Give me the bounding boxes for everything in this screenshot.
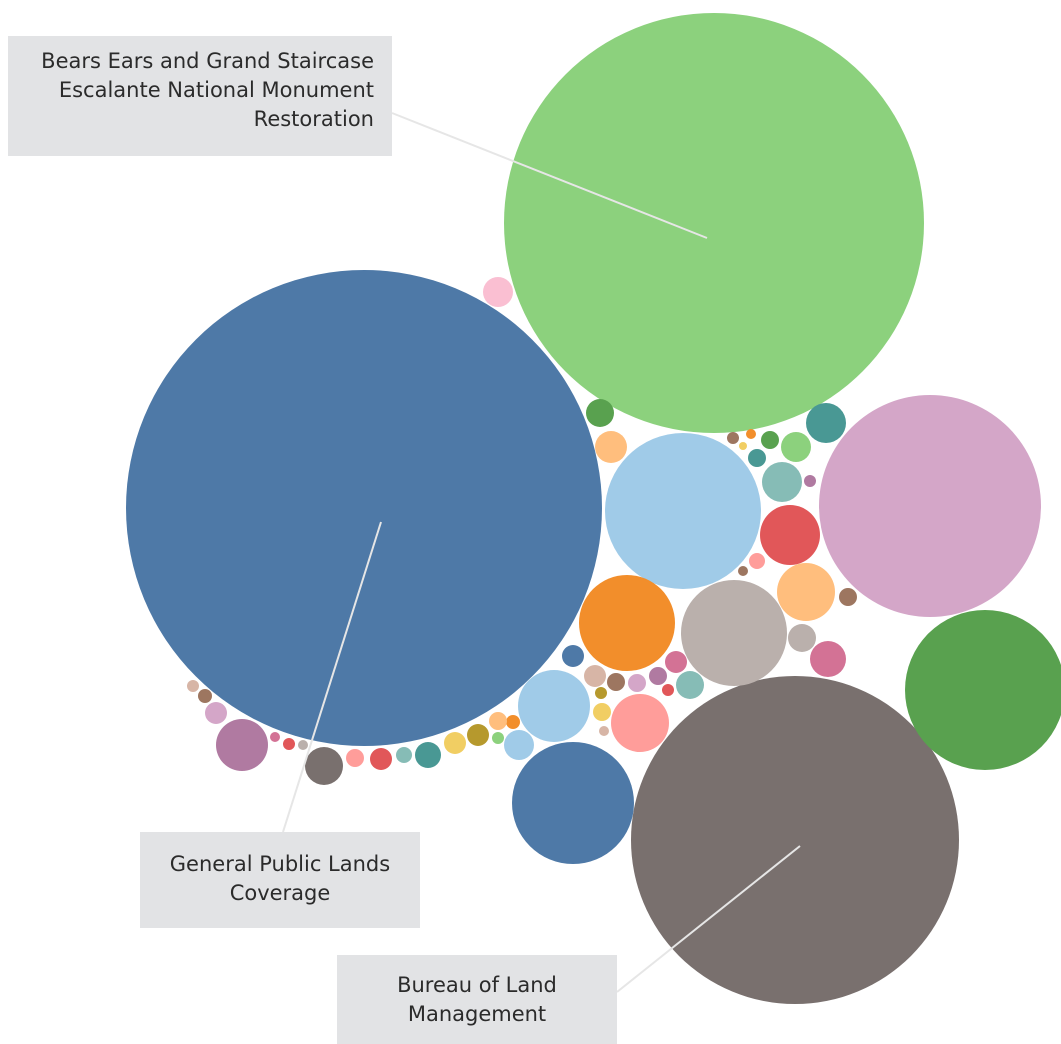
bubble (749, 553, 765, 569)
bubble (584, 665, 606, 687)
bubble (298, 740, 308, 750)
bubble (804, 475, 816, 487)
bubble (444, 732, 466, 754)
bubble (415, 742, 441, 768)
bubble (518, 670, 590, 742)
bubble (611, 694, 669, 752)
bubble (579, 575, 675, 671)
bubble (595, 687, 607, 699)
bubble (819, 395, 1041, 617)
annotation-line: Restoration (253, 107, 374, 131)
bubble (216, 719, 268, 771)
annotation-bears-ears: Bears Ears and Grand Staircase Escalante… (8, 36, 392, 156)
bubble (283, 738, 295, 750)
bubble (512, 742, 634, 864)
bubble (483, 277, 513, 307)
bubble (370, 748, 392, 770)
bubble (126, 270, 602, 746)
bubble (631, 676, 959, 1004)
bubble (628, 674, 646, 692)
annotation-line: General Public Lands (169, 852, 391, 876)
bubble (305, 747, 343, 785)
bubble (760, 505, 820, 565)
bubble (905, 610, 1061, 770)
bubble (492, 732, 504, 744)
bubble (806, 403, 846, 443)
bubble (777, 563, 835, 621)
leader-lines (282, 112, 801, 993)
annotation-general-public-lands: General Public Lands Coverage (140, 832, 420, 928)
bubble (738, 566, 748, 576)
bubble (762, 462, 802, 502)
bubbles-group (126, 13, 1061, 1004)
bubble (593, 703, 611, 721)
bubble (187, 680, 199, 692)
bubble (748, 449, 766, 467)
bubble (270, 732, 280, 742)
bubble (676, 671, 704, 699)
bubble (205, 702, 227, 724)
bubble (586, 399, 614, 427)
bubble (607, 673, 625, 691)
bubble (746, 429, 756, 439)
annotation-line: Escalante National Monument (58, 78, 374, 102)
annotation-line: Bureau of Land (397, 973, 557, 997)
bubble (599, 726, 609, 736)
annotation-bureau-of-land-management: Bureau of Land Management (337, 955, 617, 1044)
bubble (649, 667, 667, 685)
bubble (504, 13, 924, 433)
bubble (396, 747, 412, 763)
bubble (506, 715, 520, 729)
bubble (198, 689, 212, 703)
bubble (346, 749, 364, 767)
bubble (788, 624, 816, 652)
bubble (761, 431, 779, 449)
bubble (739, 442, 747, 450)
leader-line-bureau-of-land-management (616, 845, 801, 993)
bubble (467, 724, 489, 746)
annotation-line: Management (407, 1002, 547, 1026)
bubble (665, 651, 687, 673)
bubble (595, 431, 627, 463)
bubble (727, 432, 739, 444)
bubble (662, 684, 674, 696)
annotation-line: Bears Ears and Grand Staircase (41, 49, 374, 73)
bubble (839, 588, 857, 606)
bubble (681, 580, 787, 686)
leader-line-general-public-lands (282, 521, 382, 833)
bubble (810, 641, 846, 677)
bubble (605, 433, 761, 589)
bubble (562, 645, 584, 667)
bubble (781, 432, 811, 462)
annotation-line: Coverage (229, 881, 331, 905)
bubble (489, 712, 507, 730)
leader-line-bears-ears (391, 112, 708, 239)
bubble (504, 730, 534, 760)
